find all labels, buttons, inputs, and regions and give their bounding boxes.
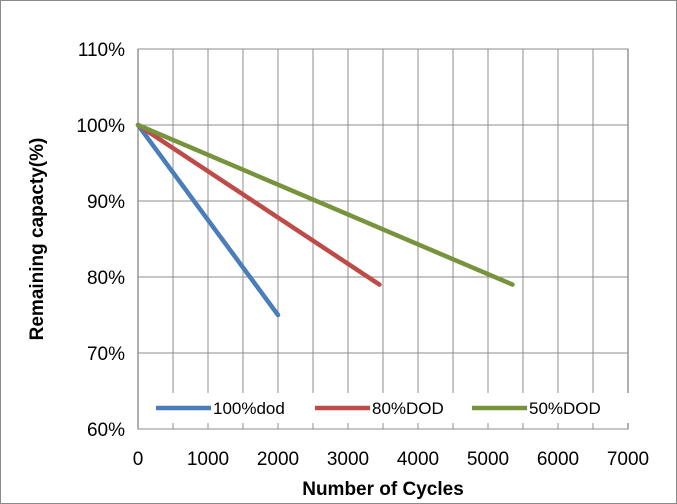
y-tick-labels: 60% 70% 80% 90% 100% 110% [76, 40, 125, 441]
y-tick-label: 70% [87, 344, 125, 365]
x-tick-label: 2000 [257, 449, 299, 470]
x-tick-label: 0 [133, 449, 144, 470]
x-tick-label: 4000 [397, 449, 439, 470]
legend-label-1: 80%DOD [372, 399, 444, 418]
x-tick-label: 6000 [537, 449, 579, 470]
legend-label-0: 100%dod [213, 399, 285, 418]
x-tick-label: 7000 [607, 449, 649, 470]
y-tick-label: 90% [87, 192, 125, 213]
series-layer [135, 122, 515, 318]
legend: 100%dod 80%DOD 50%DOD [148, 393, 629, 423]
x-tick-labels: 0 1000 2000 3000 4000 5000 6000 7000 [133, 449, 649, 470]
series-line-0 [135, 122, 281, 318]
x-tick-label: 3000 [327, 449, 369, 470]
y-axis-title: Remaining capacty(%) [27, 138, 48, 341]
plot-border [137, 48, 629, 430]
y-tick-label: 60% [87, 420, 125, 441]
y-tick-label: 100% [76, 116, 125, 137]
grid [137, 48, 629, 430]
y-tick-label: 80% [87, 268, 125, 289]
x-tick-label: 5000 [467, 449, 509, 470]
legend-label-2: 50%DOD [529, 399, 601, 418]
y-tick-label: 110% [78, 40, 125, 61]
plot-area [137, 48, 629, 430]
x-axis-title: Number of Cycles [302, 479, 464, 500]
series-line-1 [135, 122, 382, 287]
legend-box [148, 393, 629, 423]
x-tick-label: 1000 [187, 449, 229, 470]
series-line-2 [135, 122, 515, 287]
